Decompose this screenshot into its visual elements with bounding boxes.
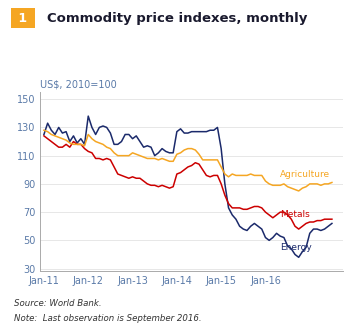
Text: Source: World Bank.: Source: World Bank. xyxy=(14,299,101,308)
Text: Note:  Last observation is September 2016.: Note: Last observation is September 2016… xyxy=(14,314,202,323)
Text: Agriculture: Agriculture xyxy=(280,169,330,179)
Text: US$, 2010=100: US$, 2010=100 xyxy=(40,80,117,89)
Text: Commodity price indexes, monthly: Commodity price indexes, monthly xyxy=(47,12,308,25)
Text: Energy: Energy xyxy=(280,243,312,252)
Text: Metals: Metals xyxy=(280,211,310,219)
Text: 1: 1 xyxy=(14,12,32,25)
